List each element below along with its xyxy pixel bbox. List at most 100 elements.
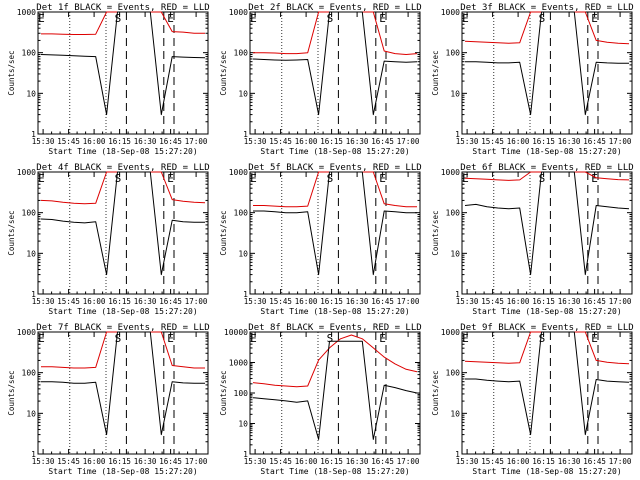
- y-tick-label: 10: [26, 409, 36, 418]
- series-events-line: [40, 11, 206, 116]
- x-tick-label: 16:00: [83, 137, 106, 146]
- x-tick-label: 17:00: [185, 457, 208, 466]
- panel-title: Det 9f BLACK = Events, RED = LLD: [460, 323, 633, 333]
- x-tick-label: 15:30: [32, 457, 55, 466]
- panel-det-2f: Det 2f BLACK = Events, RED = LLD 1 10 100 10…: [219, 3, 422, 156]
- y-axis-label: Counts/sec: [431, 210, 440, 255]
- x-tick-label: 17:00: [185, 297, 208, 306]
- x-tick-label: 16:30: [558, 297, 581, 306]
- x-tick-label: 17:00: [609, 137, 632, 146]
- panel-det-7f: Det 7f BLACK = Events, RED = LLD 1 10 100 10…: [7, 323, 210, 476]
- y-tick-label: 1000: [441, 328, 460, 337]
- x-tick-label: 16:45: [159, 297, 182, 306]
- x-tick-label: 15:45: [481, 457, 504, 466]
- event-marker-label: E: [591, 172, 598, 185]
- y-tick-label: 1: [31, 450, 36, 459]
- plot-frame: [249, 171, 421, 295]
- x-tick-label: 16:00: [295, 137, 318, 146]
- y-tick-label: 100: [234, 209, 249, 218]
- panel-title: Det 7f BLACK = Events, RED = LLD: [36, 323, 209, 333]
- y-tick-label: 1: [243, 290, 248, 299]
- plot-frame: [461, 11, 633, 135]
- x-tick-label: 16:45: [583, 137, 606, 146]
- plot-frame: [249, 11, 421, 135]
- x-axis-label: Start Time (18-Sep-08 15:27:20): [472, 307, 621, 316]
- y-tick-label: 1: [243, 450, 248, 459]
- y-axis-label: Counts/sec: [219, 210, 228, 255]
- y-tick-label: 10000: [224, 328, 248, 337]
- panel-det-9f: Det 9f BLACK = Events, RED = LLD 1 10 100 10…: [431, 323, 634, 476]
- y-tick-label: 1000: [229, 359, 248, 368]
- y-tick-label: 10: [26, 89, 36, 98]
- x-tick-label: 17:00: [397, 457, 420, 466]
- event-marker-label: E: [250, 12, 257, 25]
- event-marker-label: E: [38, 332, 45, 345]
- series-events-line: [253, 171, 417, 276]
- event-marker-label: E: [250, 332, 257, 345]
- panel-det-1f: Det 1f BLACK = Events, RED = LLD 1 10 100 10…: [7, 3, 210, 156]
- x-tick-label: 16:00: [295, 457, 318, 466]
- y-tick-label: 10: [26, 249, 36, 258]
- x-axis-label: Start Time (18-Sep-08 15:27:20): [472, 467, 621, 476]
- x-axis-label: Start Time (18-Sep-08 15:27:20): [260, 307, 409, 316]
- x-axis-label: Start Time (18-Sep-08 15:27:20): [48, 147, 197, 156]
- y-axis-label: Counts/sec: [219, 50, 228, 95]
- plot-frame: [37, 331, 209, 455]
- panel-title: Det 1f BLACK = Events, RED = LLD: [36, 3, 209, 13]
- x-tick-label: 16:15: [320, 137, 343, 146]
- x-tick-label: 16:15: [320, 457, 343, 466]
- event-marker-label: S: [539, 172, 546, 185]
- series-events-line: [465, 11, 629, 116]
- event-marker-label: E: [167, 12, 174, 25]
- y-tick-label: 100: [234, 389, 249, 398]
- panel-title: Det 6f BLACK = Events, RED = LLD: [460, 163, 633, 173]
- x-tick-label: 16:00: [83, 457, 106, 466]
- x-tick-label: 15:30: [32, 297, 55, 306]
- x-tick-label: 16:15: [108, 457, 131, 466]
- event-marker-label: E: [379, 172, 386, 185]
- y-axis-label: Counts/sec: [7, 370, 16, 415]
- x-tick-label: 16:00: [83, 297, 106, 306]
- x-tick-label: 15:30: [244, 297, 267, 306]
- y-tick-label: 1000: [229, 8, 248, 17]
- y-tick-label: 100: [22, 369, 37, 378]
- panel-title: Det 5f BLACK = Events, RED = LLD: [248, 163, 421, 173]
- x-tick-label: 16:15: [320, 297, 343, 306]
- series-lld-line: [464, 331, 630, 365]
- y-tick-label: 100: [446, 209, 461, 218]
- y-tick-label: 1000: [229, 168, 248, 177]
- x-tick-label: 15:45: [57, 457, 80, 466]
- x-tick-label: 15:45: [481, 297, 504, 306]
- series-lld-line: [41, 331, 205, 369]
- y-tick-label: 10: [450, 89, 460, 98]
- event-marker-label: E: [462, 332, 469, 345]
- series-events-line: [252, 11, 418, 116]
- y-tick-label: 1: [31, 290, 36, 299]
- panel-title: Det 3f BLACK = Events, RED = LLD: [460, 3, 633, 13]
- y-tick-label: 10: [238, 249, 248, 258]
- event-marker-label: S: [115, 332, 122, 345]
- x-tick-label: 17:00: [609, 457, 632, 466]
- y-tick-label: 1000: [17, 168, 36, 177]
- event-marker-label: S: [539, 332, 546, 345]
- panel-det-4f: Det 4f BLACK = Events, RED = LLD 1 10 100 10…: [7, 163, 210, 316]
- y-axis-label: Counts/sec: [7, 210, 16, 255]
- event-marker-label: S: [327, 172, 334, 185]
- event-marker-label: S: [539, 12, 546, 25]
- series-lld-line: [41, 11, 205, 35]
- x-axis-label: Start Time (18-Sep-08 15:27:20): [260, 467, 409, 476]
- y-tick-label: 10: [450, 249, 460, 258]
- event-marker-label: E: [379, 332, 386, 345]
- event-marker-label: E: [591, 332, 598, 345]
- y-axis-label: Counts/sec: [431, 370, 440, 415]
- series-lld-line: [464, 171, 630, 181]
- x-tick-label: 16:15: [108, 137, 131, 146]
- y-tick-label: 100: [446, 369, 461, 378]
- event-marker-label: E: [462, 12, 469, 25]
- y-axis-label: Counts/sec: [431, 50, 440, 95]
- y-tick-label: 1: [455, 130, 460, 139]
- x-tick-label: 16:00: [507, 297, 530, 306]
- x-tick-label: 16:15: [108, 297, 131, 306]
- x-tick-label: 16:15: [532, 297, 555, 306]
